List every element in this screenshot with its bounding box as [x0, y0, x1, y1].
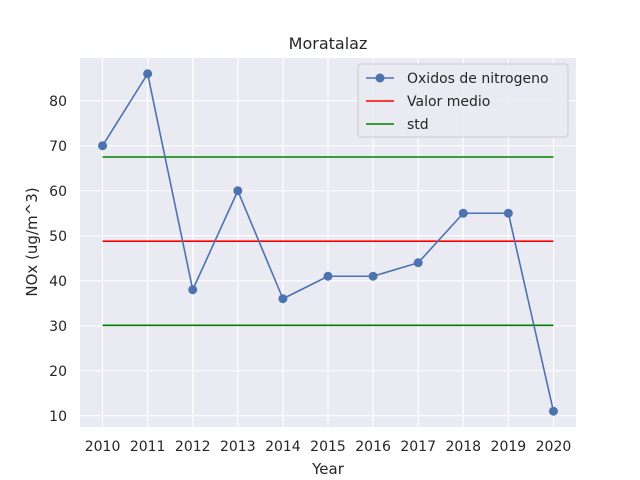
y-tick-label: 20 — [49, 364, 67, 380]
x-tick-label: 2017 — [400, 439, 436, 455]
series-group — [98, 69, 558, 416]
y-tick-label: 50 — [49, 229, 67, 245]
data-point — [188, 285, 198, 295]
legend-frame — [357, 63, 569, 138]
x-tick-label: 2019 — [491, 439, 527, 455]
data-point — [233, 186, 243, 196]
x-tick-label: 2014 — [265, 439, 301, 455]
x-tick-label: 2018 — [445, 439, 481, 455]
data-point — [278, 294, 288, 304]
y-tick-label: 10 — [49, 409, 67, 425]
x-axis-label: Year — [311, 460, 345, 478]
grid — [80, 58, 576, 427]
data-point — [458, 208, 468, 218]
data-point — [413, 258, 423, 268]
data-point — [98, 141, 108, 151]
x-tick-label: 2020 — [536, 439, 572, 455]
x-tick-label: 2010 — [85, 439, 121, 455]
y-tick-label: 40 — [49, 274, 67, 290]
x-tick-label: 2015 — [310, 439, 346, 455]
x-tick-label: 2013 — [220, 439, 256, 455]
data-point — [143, 69, 153, 79]
legend-marker — [375, 73, 385, 83]
chart-title: Moratalaz — [289, 34, 368, 53]
legend-label: std — [407, 117, 429, 133]
x-tick-label: 2012 — [175, 439, 211, 455]
data-point — [503, 208, 513, 218]
legend-label: Oxidos de nitrogeno — [407, 71, 549, 87]
reference-lines — [102, 156, 554, 327]
data-point — [368, 271, 378, 281]
data-point — [323, 271, 333, 281]
y-tick-label: 80 — [49, 94, 67, 110]
legend-label: Valor medio — [407, 94, 490, 110]
y-tick-label: 30 — [49, 319, 67, 335]
y-axis-label: NOx (ug/m^3) — [23, 187, 41, 296]
x-tick-label: 2016 — [355, 439, 391, 455]
y-tick-label: 60 — [49, 184, 67, 200]
x-axis-ticks: 2010 2011 2012 2013 2014 2015 2016 2017 2018 2019… — [85, 439, 572, 455]
legend: Oxidos de nitrogeno Valor medio std — [357, 63, 569, 138]
data-point — [548, 406, 558, 416]
y-tick-label: 70 — [49, 139, 67, 155]
y-axis-ticks: 10 20 30 40 50 60 70 80 — [49, 94, 67, 425]
x-tick-label: 2011 — [130, 439, 166, 455]
